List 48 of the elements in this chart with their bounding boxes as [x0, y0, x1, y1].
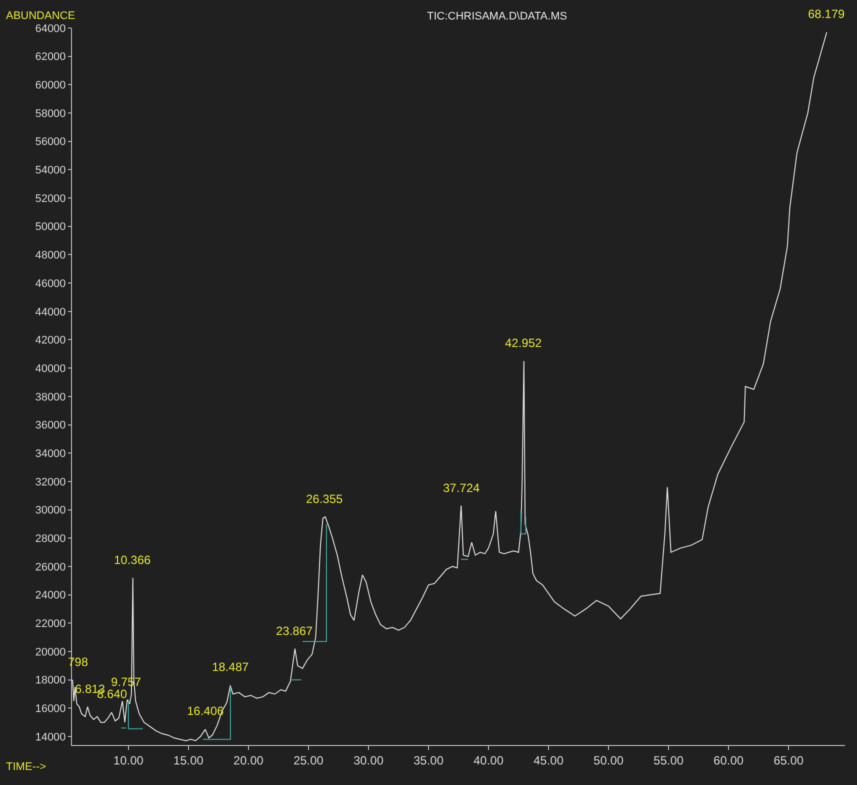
y-tick-label: 30000	[35, 504, 66, 517]
y-tick-label: 52000	[35, 192, 66, 205]
annotation: 10.366	[114, 553, 152, 567]
y-axis-title: ABUNDANCE	[6, 10, 76, 22]
y-tick-label: 34000	[35, 448, 66, 460]
x-tick-label: 20.00	[233, 753, 264, 768]
annotation: 42.952	[505, 336, 542, 350]
x-tick-label: 60.00	[714, 753, 744, 768]
y-tick-label: 44000	[35, 306, 66, 318]
y-tick-label: 20000	[35, 646, 66, 658]
y-tick-label: 14000	[35, 731, 66, 744]
x-tick-label: 55.00	[654, 753, 684, 768]
annotation: 18.487	[212, 660, 250, 674]
x-tick-label: 40.00	[473, 753, 504, 768]
y-tick-label: 50000	[35, 221, 66, 234]
x-tick-label: 65.00	[774, 753, 804, 768]
y-tick-label: 54000	[35, 164, 66, 177]
y-tick-label: 60000	[35, 80, 66, 92]
x-tick-label: 30.00	[353, 753, 384, 768]
annotation: 37.724	[443, 481, 480, 495]
y-tick-label: 22000	[35, 618, 66, 630]
x-tick-label: 45.00	[534, 753, 564, 768]
x-axis-title: TIME-->	[6, 761, 46, 773]
y-tick-label: 24000	[35, 590, 66, 602]
y-tick-label: 26000	[35, 561, 66, 574]
y-tick-label: 42000	[35, 334, 66, 347]
y-tick-label: 36000	[35, 420, 66, 432]
y-tick-label: 64000	[35, 22, 66, 35]
y-tick-label: 38000	[35, 391, 66, 404]
annotation: 68.179	[808, 7, 846, 21]
x-tick-label: 25.00	[293, 753, 324, 768]
y-tick-label: 46000	[35, 278, 66, 290]
y-tick-label: 58000	[35, 108, 66, 120]
x-tick-label: 50.00	[594, 753, 624, 768]
y-tick-label: 48000	[35, 250, 66, 262]
x-tick-label: 10.00	[113, 753, 144, 768]
annotation: 23.867	[276, 624, 314, 638]
y-tick-label: 28000	[35, 532, 66, 545]
y-tick-label: 62000	[35, 51, 66, 64]
annotation: 26.355	[306, 492, 344, 506]
y-tick-label: 16000	[35, 703, 66, 716]
y-tick-label: 18000	[35, 674, 66, 687]
x-tick-label: 15.00	[173, 753, 204, 768]
y-tick-label: 56000	[35, 136, 66, 148]
y-tick-label: 40000	[35, 362, 66, 375]
chart-title: TIC:CHRISAMA.D\DATA.MS	[426, 10, 568, 22]
x-tick-label: 35.00	[413, 753, 444, 768]
y-tick-label: 32000	[35, 476, 66, 488]
